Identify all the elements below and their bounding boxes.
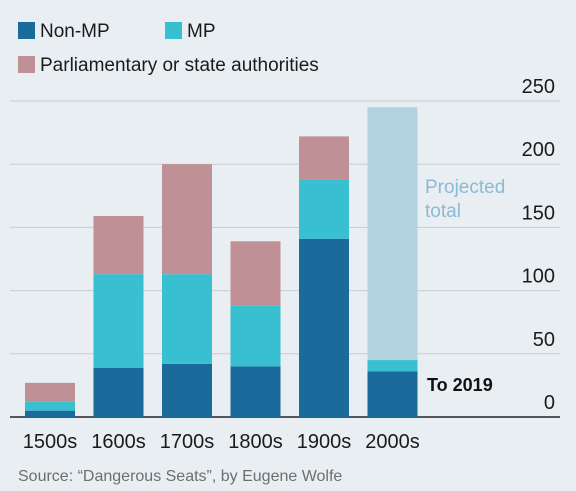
bar-1600s-series-2 [93,216,144,275]
projected-label: total [425,201,461,222]
bar-1500s-series-1 [25,401,75,411]
y-axis-ticks: 250 200 150 100 50 0 [522,76,555,414]
bar-1900s-series-1 [299,179,349,239]
x-tick-label: 1800s [228,431,283,453]
bar-1800s-series-1 [230,305,281,367]
source-note: Source: “Dangerous Seats”, by Eugene Wol… [18,468,343,485]
bars [25,107,418,417]
y-tick-label: 150 [522,202,555,224]
legend-swatch [165,22,182,39]
y-tick-label: 250 [522,76,555,98]
projected-label: Projected [425,177,505,198]
y-tick-label: 50 [533,329,555,351]
bar-1800s-series-2 [230,241,281,306]
bar-2000s-series-0 [367,371,418,417]
x-tick-label: 1700s [160,431,215,453]
y-tick-label: 100 [522,266,555,288]
legend-label: MP [187,21,216,42]
bar-1900s-series-0 [299,238,349,417]
x-tick-label: 1500s [23,431,78,453]
legend-label: Non-MP [40,21,110,42]
legend: Non-MP MP Parliamentary or state authoriti… [18,21,319,76]
bar-1500s-series-2 [25,382,75,402]
x-tick-label: 2000s [365,431,420,453]
bar-1700s-series-0 [162,363,212,417]
legend-label: Parliamentary or state authorities [40,55,319,76]
x-axis-labels: 1500s 1600s 1700s 1800s 1900s 2000s [23,431,420,453]
bar-1900s-series-2 [299,136,349,180]
bar-1500s-series-0 [25,410,75,417]
gridlines [10,100,560,418]
legend-swatch [18,56,35,73]
y-tick-label: 0 [544,392,555,414]
legend-swatch [18,22,35,39]
bar-1600s-series-1 [93,274,144,368]
bar-2000s-series-1 [367,360,418,372]
bar-1600s-series-0 [93,367,144,417]
annotations: Projected total To 2019 [425,177,505,395]
bar-1700s-series-2 [162,164,212,275]
x-tick-label: 1900s [297,431,352,453]
y-tick-label: 200 [522,139,555,161]
bar-1800s-series-0 [230,366,281,417]
bar-1700s-series-1 [162,274,212,364]
annotation-label: To 2019 [427,375,493,395]
x-tick-label: 1600s [91,431,146,453]
